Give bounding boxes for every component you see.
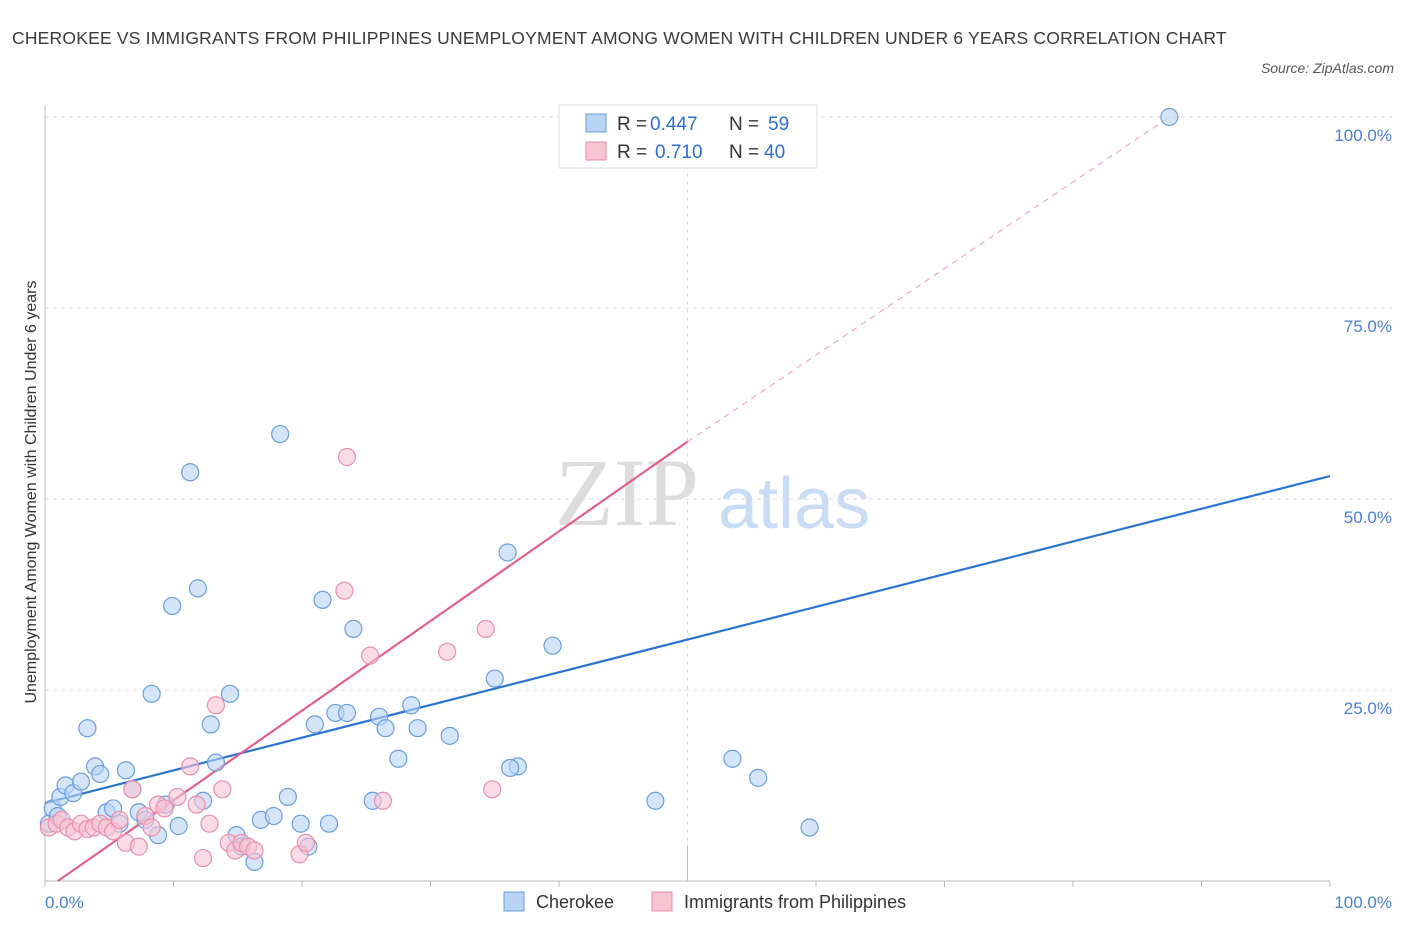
watermark-atlas: atlas	[718, 464, 870, 544]
point-philippines	[476, 619, 495, 638]
point-philippines	[483, 780, 502, 799]
series-legend: Cherokee Immigrants from Philippines	[503, 891, 906, 912]
point-cherokee	[163, 596, 182, 616]
point-cherokee	[220, 684, 240, 703]
legend-n-label-2: N =	[729, 142, 759, 163]
point-cherokee	[389, 749, 408, 768]
point-cherokee	[201, 715, 220, 734]
point-cherokee	[313, 590, 332, 609]
point-cherokee	[142, 684, 161, 703]
point-cherokee	[319, 814, 339, 833]
point-cherokee	[169, 816, 188, 836]
legend-r-label-2: R =	[617, 142, 647, 163]
legend-swatch-philippines	[585, 141, 607, 161]
point-philippines	[335, 581, 354, 600]
point-cherokee	[1160, 107, 1179, 127]
x-tick-label-min: 0.0%	[45, 893, 84, 912]
point-philippines	[187, 795, 206, 814]
point-philippines	[213, 780, 232, 799]
point-cherokee	[498, 543, 517, 562]
point-philippines	[206, 696, 226, 715]
point-philippines	[142, 818, 161, 837]
legend-r-value-2: 0.710	[655, 142, 703, 163]
y-tick-label: 100.0%	[1334, 126, 1392, 145]
point-philippines	[200, 814, 219, 833]
point-cherokee	[278, 787, 297, 807]
point-philippines	[110, 810, 129, 829]
point-cherokee	[188, 579, 208, 598]
point-cherokee	[305, 715, 324, 734]
point-philippines	[129, 837, 148, 856]
point-philippines	[193, 848, 213, 868]
point-cherokee	[271, 424, 290, 444]
point-cherokee	[408, 719, 427, 738]
trend-line-philippines-extension	[687, 116, 1170, 443]
point-philippines	[123, 780, 142, 799]
bottom-legend-swatch-philippines	[651, 891, 673, 912]
y-axis-label: Unemployment Among Women with Children U…	[23, 280, 40, 703]
chart-source: Source: ZipAtlas.com	[1260, 60, 1394, 76]
point-cherokee	[116, 761, 136, 780]
y-tick-label: 25.0%	[1344, 699, 1392, 718]
point-philippines	[155, 799, 174, 818]
point-cherokee	[501, 758, 520, 778]
point-cherokee	[71, 772, 91, 791]
gridlines	[45, 116, 1392, 881]
point-cherokee	[800, 818, 819, 837]
chart-title: CHEROKEE VS IMMIGRANTS FROM PHILIPPINES …	[12, 28, 1227, 48]
legend-r-label-1: R =	[617, 114, 647, 135]
bottom-legend-cherokee: Cherokee	[536, 892, 614, 912]
legend-n-label-1: N =	[729, 114, 759, 135]
point-cherokee	[376, 719, 395, 738]
point-cherokee	[344, 619, 363, 638]
y-tick-label: 75.0%	[1344, 317, 1392, 336]
correlation-legend: R = 0.447 N = 59 R = 0.710 N = 40	[558, 104, 818, 169]
point-cherokee	[78, 719, 97, 738]
bottom-legend-swatch-cherokee	[503, 891, 525, 912]
point-philippines	[337, 447, 357, 467]
point-cherokee	[91, 764, 110, 784]
point-cherokee	[749, 768, 768, 787]
point-cherokee	[402, 696, 421, 715]
point-cherokee	[291, 814, 310, 833]
point-cherokee	[206, 753, 226, 772]
point-cherokee	[646, 791, 665, 810]
point-philippines	[361, 646, 380, 665]
legend-n-value-2: 40	[764, 142, 785, 163]
axes	[44, 105, 1331, 887]
bottom-legend-philippines: Immigrants from Philippines	[684, 892, 906, 912]
y-tick-label: 50.0%	[1344, 508, 1392, 527]
point-philippines	[168, 787, 187, 807]
data-points	[39, 107, 1179, 872]
point-cherokee	[181, 463, 200, 482]
point-cherokee	[264, 806, 283, 826]
point-philippines	[296, 833, 315, 852]
x-tick-label-max: 100.0%	[1334, 893, 1392, 912]
point-philippines	[373, 791, 393, 810]
legend-n-value-1: 59	[768, 114, 789, 135]
point-cherokee	[440, 726, 459, 745]
point-cherokee	[543, 636, 562, 655]
tick-labels: 100.0% 75.0% 50.0% 25.0% 0.0% 100.0%	[45, 126, 1392, 912]
point-cherokee	[337, 703, 357, 723]
point-philippines	[245, 841, 264, 860]
legend-r-value-1: 0.447	[650, 114, 698, 135]
legend-swatch-cherokee	[585, 113, 607, 133]
watermark-zip: ZIP	[555, 439, 699, 546]
point-philippines	[438, 642, 457, 661]
trend-line-cherokee	[44, 475, 1331, 805]
point-cherokee	[723, 749, 742, 768]
point-philippines	[181, 757, 200, 776]
point-cherokee	[485, 669, 504, 688]
